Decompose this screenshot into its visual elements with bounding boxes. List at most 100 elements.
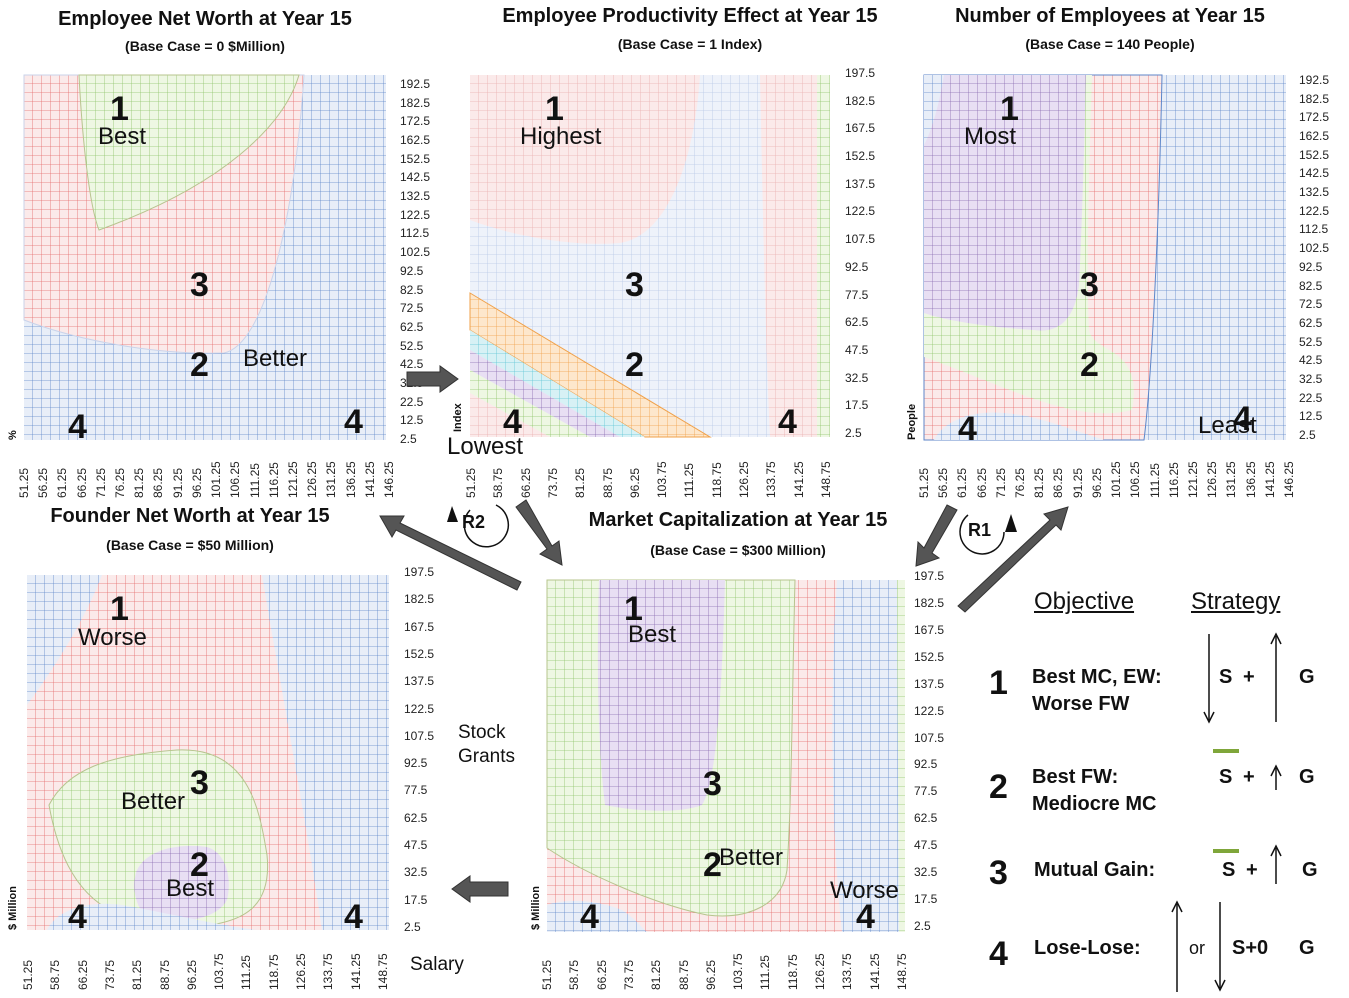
region-number: 4: [68, 898, 87, 936]
y-tick-label: 32.5: [404, 865, 428, 880]
arrow-right-icon: [406, 365, 459, 393]
y-tick-label: 62.5: [914, 811, 938, 826]
chart-subtitle: (Base Case = 0 $Million): [125, 38, 285, 54]
y-tick-label: 102.5: [400, 245, 431, 260]
arrow-down-left-icon: [915, 504, 958, 567]
y-tick-label: 42.5: [400, 357, 424, 372]
y-tick-label: 137.5: [914, 676, 945, 691]
y-tick-label: 2.5: [1299, 428, 1316, 442]
y-tick-label: 17.5: [914, 892, 938, 907]
legend-s: S+0: [1232, 937, 1269, 959]
region-number: 3: [1080, 266, 1099, 304]
chart-title: Employee Productivity Effect at Year 15: [502, 5, 878, 27]
y-tick-label: 92.5: [404, 756, 428, 771]
y-tick-label: 2.5: [914, 919, 931, 933]
region-number: 3: [703, 765, 722, 803]
legend-g: G: [1299, 937, 1315, 959]
y-tick-label: 107.5: [845, 232, 876, 247]
region-label: Least: [1198, 412, 1257, 439]
y-tick-label: 172.5: [400, 114, 431, 129]
y-tick-label: 2.5: [845, 426, 862, 440]
region-number: 2: [190, 846, 209, 884]
region-number: 4: [68, 408, 87, 446]
y-tick-label: 122.5: [845, 204, 876, 219]
y-tick-label: 77.5: [845, 287, 869, 302]
y-tick-label: 122.5: [1299, 203, 1330, 218]
arrow-up-right-icon: [957, 506, 1069, 613]
y-tick-label: 12.5: [1299, 409, 1323, 424]
y-tick-label: 197.5: [845, 66, 876, 80]
legend-or: or: [1189, 938, 1206, 958]
legend-row-number: 3: [989, 854, 1008, 892]
y-tick-label: 122.5: [400, 207, 431, 222]
y-tick-label: 2.5: [404, 920, 421, 934]
y-tick-label: 47.5: [845, 342, 869, 357]
region-number: 2: [703, 846, 722, 884]
y-tick-label: 32.5: [1299, 371, 1323, 386]
region-number: 3: [190, 764, 209, 802]
chart-title: Market Capitalization at Year 15: [588, 509, 888, 531]
y-tick-label: 162.5: [1299, 129, 1330, 144]
chart-subtitle: (Base Case = $50 Million): [106, 537, 274, 553]
y-tick-label: 192.5: [400, 77, 431, 91]
y-tick-label: 72.5: [400, 301, 424, 316]
loop-r1-label: R1: [968, 520, 992, 540]
x-axis-label: Salary: [410, 954, 464, 975]
y-tick-label: 112.5: [400, 226, 430, 241]
region-number: 4: [503, 403, 522, 441]
y-tick-label: 92.5: [914, 757, 938, 772]
legend-g: G: [1299, 766, 1315, 788]
stock-grants-label: Stock Grants: [458, 721, 515, 769]
region-number: 2: [190, 346, 209, 384]
region-label: Best: [166, 875, 215, 902]
y-tick-label: 32.5: [914, 865, 938, 880]
y-tick-label: 82.5: [400, 282, 424, 297]
plot-area: [923, 74, 1286, 441]
y-tick-label: 72.5: [1299, 297, 1323, 312]
region-number: 1: [545, 90, 564, 128]
legend-s: S: [1219, 766, 1233, 788]
arrow-left-icon: [451, 875, 509, 903]
region-label: Highest: [520, 123, 602, 150]
region-label: Worse: [830, 877, 899, 904]
stock-label: Stock: [458, 722, 506, 743]
y-tick-label: 102.5: [1299, 241, 1330, 256]
region-label: Best: [628, 621, 677, 648]
region-number: 4: [778, 403, 797, 441]
y-tick-label: 22.5: [400, 394, 424, 409]
y-tick-label: 42.5: [1299, 353, 1323, 368]
legend-row-number: 2: [989, 768, 1008, 806]
y-tick-label: 12.5: [400, 413, 424, 428]
y-tick-label: 162.5: [400, 133, 431, 148]
legend-row-objective: Mutual Gain:: [1034, 859, 1156, 881]
y-tick-label: 182.5: [1299, 91, 1330, 106]
legend-plus: +: [1243, 766, 1255, 788]
arrow-down-right-icon: [515, 499, 563, 566]
loop-r2-icon: [463, 504, 509, 548]
y-tick-label: 2.5: [400, 432, 417, 446]
legend-row-objective: Best MC, EW:: [1032, 666, 1162, 688]
legend-g: G: [1302, 859, 1318, 881]
y-tick-label: 182.5: [914, 595, 945, 610]
legend-g: G: [1299, 666, 1315, 688]
y-tick-label: 152.5: [914, 649, 945, 664]
legend-row-objective-2: Worse FW: [1032, 693, 1130, 715]
region-number: 1: [110, 90, 129, 128]
region-number: 1: [624, 590, 643, 628]
y-tick-label: 167.5: [914, 622, 945, 637]
loop-r1-icon: [959, 514, 1005, 555]
region-label: Better: [243, 345, 308, 372]
region-number: 4: [856, 898, 875, 936]
chart-subtitle: (Base Case = $300 Million): [650, 542, 826, 558]
arrow-up-left-icon: [379, 515, 522, 591]
chart-title: Number of Employees at Year 15: [955, 5, 1265, 27]
y-tick-label: 52.5: [1299, 334, 1323, 349]
region-number: 1: [1000, 90, 1019, 128]
y-tick-label: 167.5: [845, 121, 876, 136]
region-number: 4: [344, 898, 363, 936]
y-tick-label: 152.5: [1299, 147, 1330, 162]
region-number: 3: [625, 266, 644, 304]
y-tick-label: 112.5: [1299, 222, 1329, 237]
legend-row-objective-2: Mediocre MC: [1032, 793, 1157, 815]
